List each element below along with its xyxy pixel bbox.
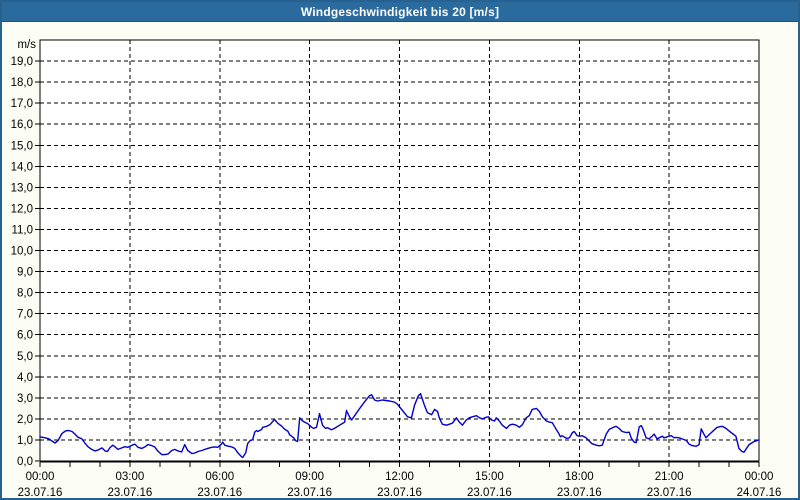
chart-title-bar: Windgeschwindigkeit bis 20 [m/s] xyxy=(2,2,798,22)
x-axis-date-label: 23.07.16 xyxy=(18,487,63,498)
y-axis-tick-label: 16,0 xyxy=(11,119,33,131)
y-axis-tick-label: 7,0 xyxy=(17,309,33,321)
x-axis-time-label: 06:00 xyxy=(205,471,234,483)
chart-title: Windgeschwindigkeit bis 20 [m/s] xyxy=(300,4,500,19)
y-axis-tick-label: 14,0 xyxy=(11,161,33,173)
y-axis-tick-label: 0,0 xyxy=(17,456,33,468)
x-axis-date-label: 23.07.16 xyxy=(557,487,602,498)
y-axis-tick-label: 17,0 xyxy=(11,98,33,110)
x-axis-date-label: 23.07.16 xyxy=(107,487,152,498)
y-axis-tick-label: 11,0 xyxy=(11,224,33,236)
x-axis-date-label: 23.07.16 xyxy=(197,487,242,498)
y-axis-tick-label: 2,0 xyxy=(17,414,33,426)
y-axis-tick-label: 18,0 xyxy=(11,77,33,89)
y-axis-unit-label: m/s xyxy=(17,39,36,51)
x-axis-date-label: 23.07.16 xyxy=(467,487,512,498)
y-axis-tick-label: 3,0 xyxy=(17,393,33,405)
x-axis-time-label: 09:00 xyxy=(295,471,324,483)
y-axis-tick-label: 19,0 xyxy=(11,56,33,68)
y-axis-tick-label: 8,0 xyxy=(17,288,33,300)
y-axis-tick-label: 9,0 xyxy=(17,267,33,279)
y-axis-tick-label: 15,0 xyxy=(11,140,33,152)
x-axis-date-label: 23.07.16 xyxy=(647,487,692,498)
x-axis-time-label: 03:00 xyxy=(115,471,144,483)
x-axis-date-label: 24.07.16 xyxy=(737,487,782,498)
x-axis-date-label: 23.07.16 xyxy=(287,487,332,498)
x-axis-time-label: 18:00 xyxy=(565,471,594,483)
x-axis-time-label: 00:00 xyxy=(26,471,55,483)
y-axis-tick-label: 6,0 xyxy=(17,330,33,342)
y-axis-tick-label: 12,0 xyxy=(11,203,33,215)
y-axis-tick-label: 5,0 xyxy=(17,351,33,363)
y-axis-tick-label: 1,0 xyxy=(17,435,33,447)
y-axis-tick-label: 4,0 xyxy=(17,372,33,384)
x-axis-time-label: 15:00 xyxy=(475,471,504,483)
y-axis-tick-label: 13,0 xyxy=(11,182,33,194)
x-axis-time-label: 21:00 xyxy=(655,471,684,483)
y-axis-tick-label: 10,0 xyxy=(11,246,33,258)
wind-speed-line xyxy=(39,392,760,459)
x-axis-date-label: 23.07.16 xyxy=(377,487,422,498)
x-axis-time-label: 12:00 xyxy=(385,471,414,483)
x-axis-time-label: 00:00 xyxy=(745,471,774,483)
wind-speed-chart: 0,0 1,0 2,0 3,0 4,0 5,0 6,0 7,0 8,0 9,0 10,0 11,0 12… xyxy=(11,39,782,498)
